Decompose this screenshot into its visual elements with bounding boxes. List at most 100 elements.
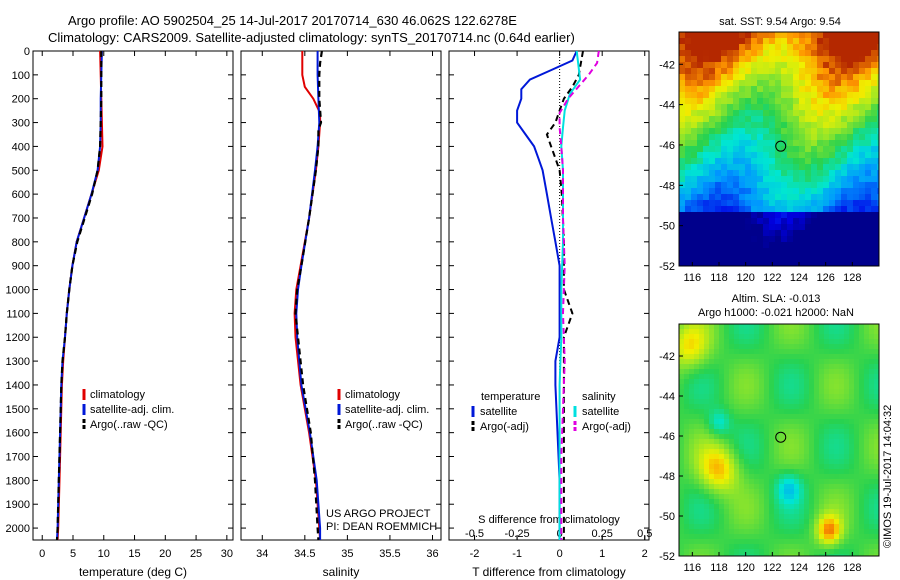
map-cell (784, 329, 789, 334)
map-cell (824, 439, 829, 444)
map-cell (775, 56, 781, 62)
map-cell (759, 359, 764, 364)
map-cell (751, 80, 757, 86)
map-x-tick-label: 120 (736, 562, 754, 574)
map-cell (854, 449, 859, 454)
map-cell (734, 324, 739, 329)
map-cell (751, 212, 757, 218)
map-cell (709, 176, 715, 182)
map-cell (751, 194, 757, 200)
map-cell (859, 212, 865, 218)
map-cell (809, 324, 814, 329)
map-cell (679, 449, 684, 454)
map-cell (823, 218, 829, 224)
map-cell (704, 454, 709, 459)
map-cell (715, 110, 721, 116)
map-cell (834, 449, 839, 454)
x-tick-label: 5 (70, 548, 76, 560)
map-cell (689, 489, 694, 494)
map-cell (774, 519, 779, 524)
map-cell (835, 32, 841, 38)
map-cell (859, 469, 864, 474)
map-cell (847, 68, 853, 74)
map-cell (839, 454, 844, 459)
map-cell (757, 182, 763, 188)
map-cell (793, 200, 799, 206)
map-cell (763, 80, 769, 86)
project-note: US ARGO PROJECT (326, 508, 431, 520)
map-cell (823, 80, 829, 86)
map-cell (764, 384, 769, 389)
map-cell (764, 424, 769, 429)
map-cell (809, 389, 814, 394)
map-cell (794, 349, 799, 354)
map-cell (739, 170, 745, 176)
map-cell (714, 489, 719, 494)
map-cell (749, 329, 754, 334)
map-cell (727, 122, 733, 128)
map-cell (787, 212, 793, 218)
map-cell (727, 116, 733, 122)
map-cell (869, 424, 874, 429)
map-cell (853, 110, 859, 116)
map-cell (784, 494, 789, 499)
map-cell (704, 379, 709, 384)
map-cell (787, 152, 793, 158)
map-cell (804, 454, 809, 459)
map-cell (754, 409, 759, 414)
map-cell (824, 474, 829, 479)
map-cell (679, 68, 685, 74)
map-cell (699, 554, 704, 556)
map-cell (685, 80, 691, 86)
map-cell (794, 414, 799, 419)
map-cell (709, 116, 715, 122)
map-cell (689, 514, 694, 519)
map-cell (844, 519, 849, 524)
map-cell (699, 479, 704, 484)
map-cell (853, 92, 859, 98)
map-cell (679, 188, 685, 194)
map-cell (699, 359, 704, 364)
map-cell (824, 339, 829, 344)
map-cell (733, 134, 739, 140)
map-cell (809, 349, 814, 354)
map-cell (774, 339, 779, 344)
map-cell (685, 176, 691, 182)
map-cell (751, 140, 757, 146)
header-line-1: Argo profile: AO 5902504_25 14-Jul-2017 … (68, 13, 517, 28)
map-cell (729, 364, 734, 369)
map-cell (757, 110, 763, 116)
map-cell (819, 484, 824, 489)
map-cell (819, 494, 824, 499)
map-cell (859, 218, 865, 224)
map-cell (769, 152, 775, 158)
map-cell (733, 242, 739, 248)
map-cell (769, 254, 775, 260)
map-cell (844, 369, 849, 374)
map-cell (865, 68, 871, 74)
map-cell (759, 514, 764, 519)
map-cell (844, 349, 849, 354)
map-cell (854, 459, 859, 464)
map-cell (814, 414, 819, 419)
map-cell (694, 434, 699, 439)
map-y-tick-label: -48 (659, 180, 675, 192)
map-cell (877, 242, 879, 248)
map-cell (804, 399, 809, 404)
map-cell (853, 56, 859, 62)
map-cell (834, 389, 839, 394)
map-cell (734, 414, 739, 419)
map-cell (703, 170, 709, 176)
map-cell (715, 86, 721, 92)
map-cell (829, 98, 835, 104)
map-cell (745, 44, 751, 50)
map-cell (839, 459, 844, 464)
map-y-tick-label: -44 (659, 100, 675, 112)
map-cell (739, 86, 745, 92)
map-cell (724, 349, 729, 354)
map-cell (691, 188, 697, 194)
map-cell (699, 434, 704, 439)
map-cell (789, 444, 794, 449)
map-cell (854, 539, 859, 544)
map-cell (689, 434, 694, 439)
